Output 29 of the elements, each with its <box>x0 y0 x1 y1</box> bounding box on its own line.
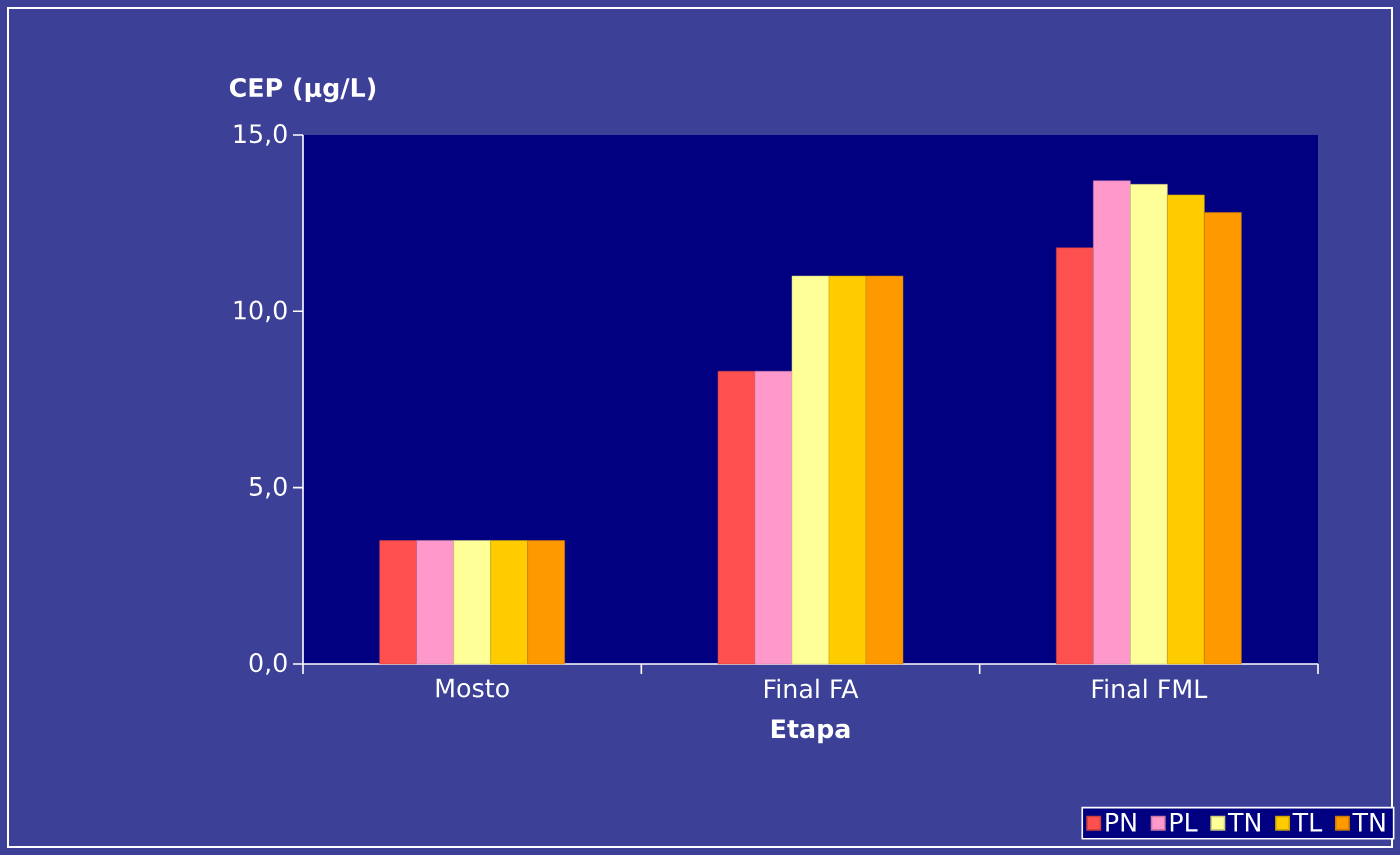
x-tick-label: Final FML <box>1092 678 1208 699</box>
bar <box>1056 247 1094 665</box>
bar <box>490 540 528 665</box>
x-axis-title: Etapa <box>771 719 850 744</box>
bar <box>754 371 793 665</box>
bar <box>717 371 756 665</box>
bar <box>416 540 454 665</box>
bar <box>1093 180 1131 665</box>
bar <box>865 275 904 665</box>
legend-label: PL <box>1170 812 1198 832</box>
y-tick-label: 5,0 <box>249 476 287 499</box>
legend-label: TN <box>1352 812 1385 832</box>
x-tick-label: Final FA <box>764 678 859 699</box>
y-axis-title: CEP (µg/L) <box>229 77 376 103</box>
legend-label: TN <box>1227 812 1260 832</box>
bar <box>1167 194 1205 665</box>
bar <box>1130 184 1168 665</box>
y-tick-label: 10,0 <box>234 300 287 323</box>
legend-label: PN <box>1106 812 1136 832</box>
bar <box>791 275 830 665</box>
y-tick-label: 15,0 <box>234 124 287 146</box>
bar <box>828 275 867 665</box>
y-tick-label: 0,0 <box>249 653 287 675</box>
legend-label: TL <box>1292 812 1323 832</box>
bar <box>527 540 565 665</box>
bar <box>453 540 491 665</box>
x-tick-label: Mosto <box>436 678 509 698</box>
bar <box>1204 212 1242 665</box>
bar <box>379 540 417 665</box>
